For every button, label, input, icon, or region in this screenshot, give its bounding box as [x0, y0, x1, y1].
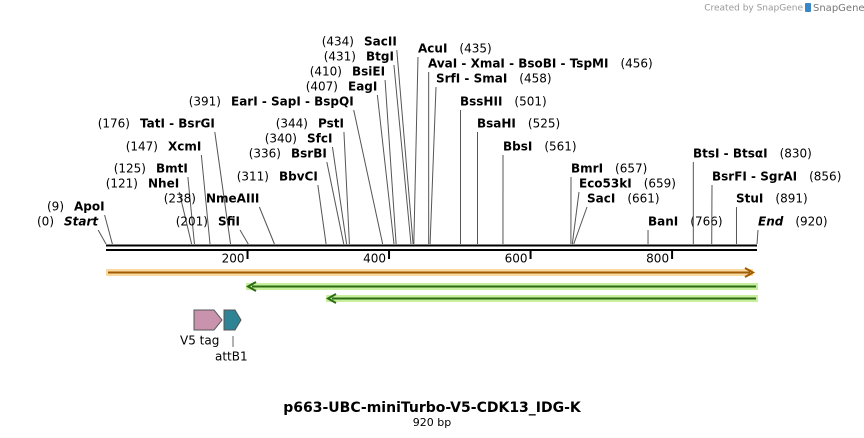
site-line	[413, 56, 419, 245]
site-name: ApoI	[74, 200, 105, 214]
site-position: (147)	[126, 140, 158, 154]
site-position: (434)	[322, 35, 354, 49]
site-line	[571, 191, 580, 245]
site-name: AcuI	[418, 42, 447, 56]
site-position: (435)	[459, 42, 491, 56]
site-name: BtgI	[366, 50, 394, 64]
site-line	[393, 64, 412, 245]
site-position: (311)	[237, 170, 269, 184]
site-name: SfcI	[307, 132, 332, 146]
site-position: (121)	[106, 177, 138, 191]
site-position: (201)	[176, 215, 208, 229]
site-name: BsrFI - SgrAI	[712, 170, 797, 184]
site-name: NmeAIII	[206, 192, 259, 206]
site-name: NheI	[148, 177, 179, 191]
site-name: SrfI - SmaI	[436, 72, 507, 86]
site-name: BsiEI	[352, 65, 385, 79]
site-line	[200, 154, 211, 245]
credit: Created by SnapGene	[704, 4, 803, 14]
site-position: (410)	[310, 65, 342, 79]
ruler-label: 200	[222, 252, 245, 266]
site-line	[258, 206, 275, 245]
feature-label: attB1	[215, 350, 248, 364]
map-subtitle: 920 bp	[413, 416, 451, 429]
site-line	[317, 184, 327, 245]
site-position: (431)	[324, 50, 356, 64]
site-line	[187, 176, 195, 245]
site-line	[331, 146, 348, 245]
site-line	[178, 191, 193, 245]
backbone	[106, 244, 757, 251]
site-name: BanI	[648, 215, 678, 229]
site-line	[384, 79, 397, 245]
feature-tracks	[106, 267, 758, 347]
site-line	[573, 206, 588, 245]
site-name: SfiI	[218, 215, 240, 229]
site-position: (391)	[189, 95, 221, 109]
site-name: BssHII	[460, 95, 502, 109]
site-name: BbvCI	[279, 170, 318, 184]
site-position: (407)	[306, 80, 338, 94]
site-name: BbsI	[503, 140, 532, 154]
site-line	[376, 94, 395, 245]
site-name: Eco53kI	[579, 177, 632, 191]
ruler-label: 600	[505, 252, 528, 266]
site-name: EagI	[348, 80, 377, 94]
site-position: (0)	[37, 215, 54, 229]
site-name: XcmI	[168, 140, 201, 154]
site-name: BsrBI	[291, 147, 327, 161]
site-name: StuI	[736, 192, 763, 206]
site-name: Start	[64, 215, 99, 229]
site-position: (501)	[514, 95, 546, 109]
site-position: (458)	[519, 72, 551, 86]
site-position: (561)	[544, 140, 576, 154]
ruler-label: 400	[363, 252, 386, 266]
site-line	[326, 161, 345, 245]
snapgene-logo	[805, 3, 811, 12]
site-name: BsaHI	[477, 117, 516, 131]
site-name: BmtI	[156, 162, 188, 176]
site-name: End	[758, 215, 784, 229]
ruler-label: 800	[646, 252, 669, 266]
site-line	[353, 109, 384, 245]
site-position: (9)	[47, 200, 64, 214]
site-name: TatI - BsrGI	[140, 117, 215, 131]
site-line	[239, 229, 249, 245]
feature-label: V5 tag	[180, 334, 219, 348]
site-position: (456)	[620, 57, 652, 71]
site-name: AvaI - XmaI - BsoBI - TspMI	[428, 57, 608, 71]
site-line	[756, 229, 759, 245]
site-position: (344)	[276, 117, 308, 131]
site-position: (661)	[627, 192, 659, 206]
site-name: SacII	[364, 35, 397, 49]
site-position: (525)	[528, 117, 560, 131]
site-line	[104, 214, 113, 245]
site-name: BtsI - BtsαI	[693, 147, 768, 161]
site-position: (340)	[265, 132, 297, 146]
site-position: (766)	[690, 215, 722, 229]
site-position: (659)	[644, 177, 676, 191]
site-line	[396, 49, 414, 245]
map-title: p663-UBC-miniTurbo-V5-CDK13_IDG-K	[283, 400, 582, 416]
site-position: (125)	[114, 162, 146, 176]
site-position: (856)	[809, 170, 841, 184]
site-line	[214, 131, 232, 245]
site-position: (336)	[249, 147, 281, 161]
site-position: (238)	[164, 192, 196, 206]
site-position: (830)	[780, 147, 812, 161]
site-line	[429, 86, 437, 245]
site-name: BmrI	[571, 162, 603, 176]
site-position: (176)	[98, 117, 130, 131]
site-position: (657)	[615, 162, 647, 176]
site-name: EarI - SapI - BspQI	[231, 95, 354, 109]
site-line	[343, 131, 350, 245]
site-position: (920)	[795, 215, 827, 229]
site-line	[97, 229, 107, 245]
site-name: SacI	[587, 192, 615, 206]
site-position: (891)	[775, 192, 807, 206]
credit-brand: SnapGene	[813, 3, 864, 14]
site-name: PstI	[318, 117, 344, 131]
